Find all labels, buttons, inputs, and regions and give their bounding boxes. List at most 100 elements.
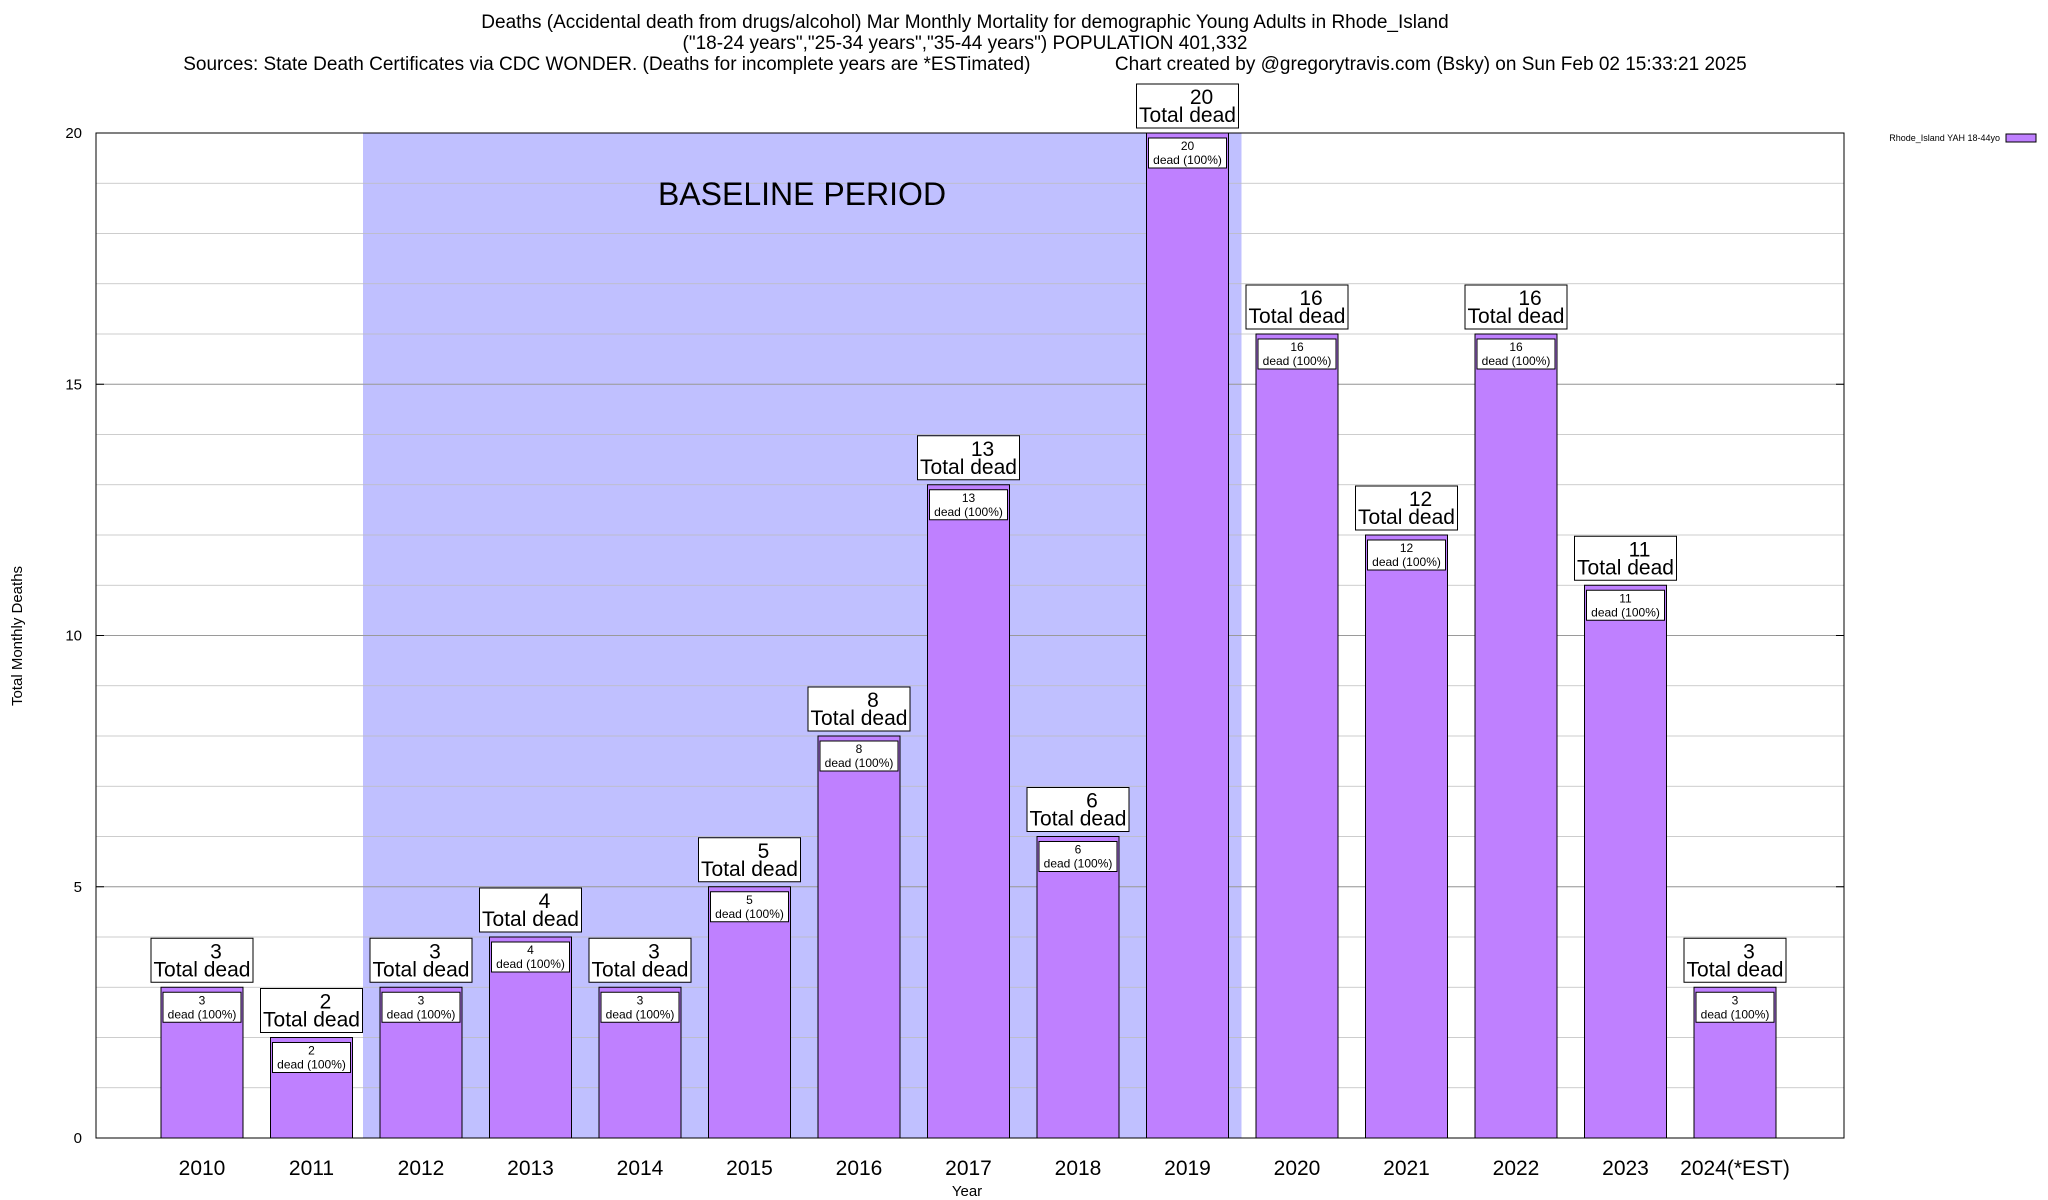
bar-total-label-box [1245,284,1349,330]
bar-inner-label-box [272,1042,351,1073]
x-tick-label: 2014 [617,1157,664,1180]
bar-inner-label-box [1367,539,1446,571]
bar-total-label: Total dead [1030,808,1127,831]
bar-inner-label-box [1695,991,1775,1023]
bar-total-value: 3 [1743,940,1755,963]
bar-total-label-box [1574,535,1677,581]
bar-inner-label: dead (100%) [1153,153,1222,167]
bar-total-label: Total dead [373,958,470,981]
y-tick-label: 20 [65,125,82,142]
bar-inner-label: dead (100%) [1044,857,1113,871]
x-tick-label: 2020 [1274,1157,1321,1180]
bar-total-value: 3 [429,940,441,963]
x-tick-label: 2016 [836,1157,883,1180]
y-tick-label: 5 [74,879,82,896]
bar-inner-label: dead (100%) [825,756,894,770]
chart-title-line-2: ("18-24 years","25-34 years","35-44 year… [682,33,1248,54]
bar-total-label: Total dead [1139,104,1236,127]
x-tick-label: 2015 [726,1157,773,1180]
y-tick-label: 10 [65,628,82,645]
x-tick-label: 2010 [179,1157,226,1180]
bar-total-label-box [807,686,911,732]
bar-total-value: 20 [1190,86,1213,109]
x-tick-label: 2024(*EST) [1680,1157,1790,1180]
bar-inner-value: 3 [199,993,206,1007]
bar-total-label-box [588,937,692,983]
bar-inner-label-box [1038,841,1118,872]
bar-inner-label: dead (100%) [934,505,1003,519]
bar [1146,132,1229,1139]
bar-inner-label: dead (100%) [715,907,784,921]
bar-inner-value: 5 [746,893,753,907]
bar-total-value: 12 [1409,488,1432,511]
bar-total-value: 8 [867,689,879,712]
bar [1036,836,1120,1139]
bar-inner-label-box [1476,338,1556,370]
bar-total-label: Total dead [482,908,579,931]
bar-total-label: Total dead [811,707,908,730]
x-tick-label: 2013 [507,1157,554,1180]
bar-total-value: 6 [1086,790,1098,813]
bar-inner-label: dead (100%) [496,957,565,971]
bar-inner-label-box [491,941,570,973]
bar [1474,333,1558,1139]
bar-total-value: 3 [648,940,660,963]
bar-total-label-box [150,937,254,983]
bar-inner-label: dead (100%) [1701,1007,1770,1021]
bar-total-label-box [698,837,801,883]
bar-inner-label-box [710,891,789,923]
bar-inner-label: dead (100%) [1372,555,1441,569]
x-tick-label: 2022 [1493,1157,1540,1180]
bar-inner-label: dead (100%) [1263,354,1332,368]
bar-total-label-box [479,887,582,933]
bar-inner-label: dead (100%) [1482,354,1551,368]
bar-total-label: Total dead [920,456,1017,479]
bar-total-value: 4 [539,890,551,913]
bar-inner-label-box [600,991,680,1023]
bar-inner-label-box [162,991,242,1023]
y-tick-label: 0 [74,1130,82,1147]
bar-total-label-box [1683,937,1787,983]
bar-total-label: Total dead [1468,305,1565,328]
baseline-period-label: BASELINE PERIOD [658,176,946,212]
bar [708,886,791,1139]
chart-title-line-1: Deaths (Accidental death from drugs/alco… [481,12,1449,33]
x-tick-label: 2023 [1602,1157,1649,1180]
bar-total-value: 16 [1299,287,1322,310]
bar-total-label: Total dead [1687,958,1784,981]
bar-inner-value: 16 [1290,340,1304,354]
bar-total-label: Total dead [1577,556,1674,579]
bar-inner-label: dead (100%) [277,1058,346,1072]
bar-total-value: 11 [1629,538,1651,561]
bar-total-label: Total dead [701,858,798,881]
bar-inner-value: 4 [527,943,534,957]
y-tick-label: 15 [65,376,82,393]
bar-inner-label-box [1257,338,1337,370]
legend-label: Rhode_Island YAH 18-44yo [1889,133,2000,143]
bar-inner-value: 3 [637,993,644,1007]
bar [1255,333,1339,1139]
bar-inner-value: 11 [1619,591,1632,605]
bar-total-label-box [1355,485,1458,531]
bar-total-value: 5 [758,840,770,863]
bar [1584,584,1667,1139]
bar-total-value: 16 [1518,287,1541,310]
bar-inner-label: dead (100%) [387,1007,456,1021]
bar [927,484,1010,1139]
bar [817,735,901,1139]
x-tick-label: 2021 [1383,1157,1430,1180]
bar-inner-value: 6 [1075,843,1082,857]
bar-total-label-box [1464,284,1568,330]
bar-inner-label-box [1586,589,1665,621]
x-tick-label: 2019 [1164,1157,1211,1180]
bar-inner-value: 12 [1400,541,1414,555]
x-tick-label: 2012 [398,1157,445,1180]
bar-total-label-box [1136,83,1239,129]
bar-total-label: Total dead [263,1009,360,1032]
bar-inner-label: dead (100%) [168,1007,237,1021]
bar-inner-value: 2 [308,1044,315,1058]
x-tick-label: 2017 [945,1157,992,1180]
bar-inner-value: 20 [1181,139,1195,153]
bar-inner-label-box [381,991,461,1023]
